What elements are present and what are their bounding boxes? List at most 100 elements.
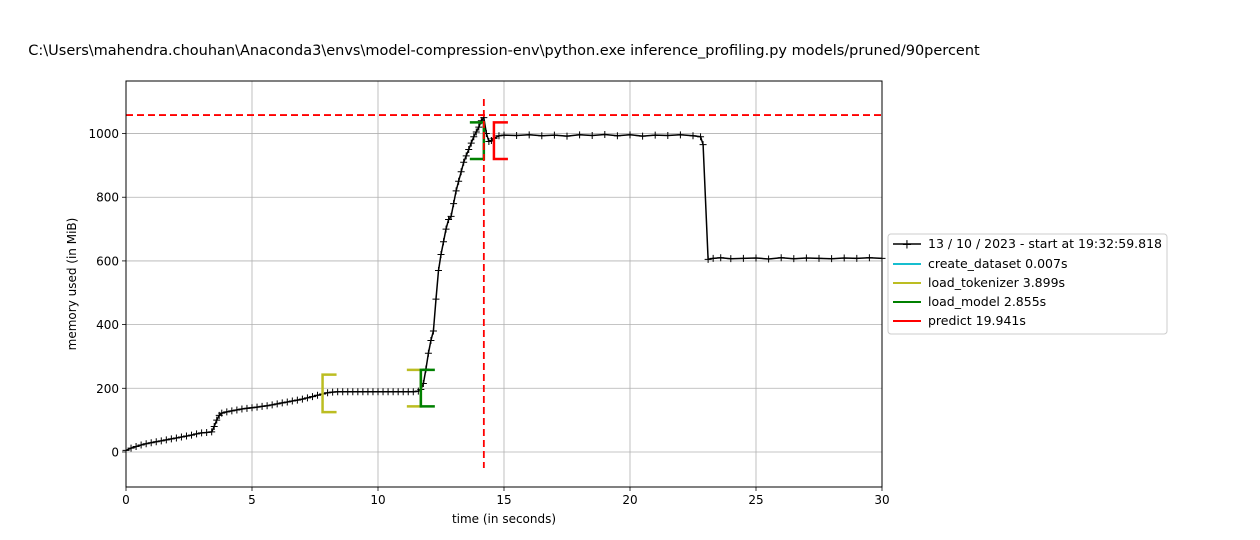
memory-point (626, 131, 634, 139)
load-tokenizer-start-bracket (321, 373, 337, 414)
memory-point (228, 407, 236, 415)
memory-point (293, 396, 301, 404)
memory-point (283, 398, 291, 406)
memory-point (288, 397, 296, 405)
memory-point (639, 132, 647, 140)
memory-point (588, 131, 596, 139)
x-axis-label: time (in seconds) (452, 512, 556, 526)
memory-point (576, 131, 584, 139)
load-model-end-bracket (469, 121, 486, 161)
memory-point (243, 404, 251, 412)
memory-point (447, 212, 455, 220)
memory-point (193, 430, 201, 438)
memory-point (303, 394, 311, 402)
memory-point (460, 158, 468, 166)
legend-label-predict: predict 19.941s (928, 313, 1026, 328)
memory-point (427, 337, 435, 345)
memory-point (188, 431, 196, 439)
x-tick-label: 15 (496, 493, 511, 507)
memory-point (651, 131, 659, 139)
memory-point (440, 238, 448, 246)
memory-point (840, 254, 848, 262)
memory-point (409, 388, 417, 396)
memory-point (437, 251, 445, 259)
memory-point (676, 131, 684, 139)
grid-lines (125, 81, 883, 487)
memory-point (765, 255, 773, 263)
memory-point (278, 399, 286, 407)
memory-point (601, 130, 609, 138)
memory-point (717, 254, 725, 262)
memory-point (182, 432, 190, 440)
memory-point (308, 393, 316, 401)
memory-point (162, 436, 170, 444)
legend-label-load-tokenizer: load_tokenizer 3.899s (928, 275, 1065, 290)
memory-point (664, 131, 672, 139)
memory-point (470, 133, 478, 141)
memory-point (563, 132, 571, 140)
memory-point (462, 152, 470, 160)
y-tick-label: 200 (96, 382, 119, 396)
memory-point (442, 225, 450, 233)
memory-point (752, 254, 760, 262)
chart-title: C:\Users\mahendra.chouhan\Anaconda3\envs… (28, 43, 980, 59)
memory-point (802, 254, 810, 262)
load-model-start-bracket (419, 368, 435, 408)
x-tick-label: 10 (370, 493, 385, 507)
x-tick-label: 25 (748, 493, 763, 507)
memory-point (432, 295, 440, 303)
y-tick-label: 400 (96, 318, 119, 332)
predict-start-bracket (492, 121, 508, 161)
memory-point (233, 406, 241, 414)
memory-point (699, 141, 707, 149)
memory-point (147, 439, 155, 447)
memory-point (132, 443, 140, 451)
memory-point (467, 139, 475, 147)
memory-point (248, 404, 256, 412)
memory-point (450, 200, 458, 208)
memory-point (452, 187, 460, 195)
memory-point (525, 131, 533, 139)
legend-label-load-model: load_model 2.855s (928, 294, 1046, 309)
memory-point (865, 254, 873, 262)
memory-point (472, 128, 480, 136)
memory-point (475, 123, 483, 131)
memory-point (538, 132, 546, 140)
axis-ticks: 0 5 10 15 20 25 30 0 200 400 600 800 1000 (88, 127, 889, 507)
legend-frame (887, 233, 1168, 335)
x-tick-label: 20 (622, 493, 637, 507)
memory-point (550, 131, 558, 139)
memory-point (127, 444, 135, 452)
memory-point (238, 405, 246, 413)
memory-point (853, 254, 861, 262)
y-tick-label: 800 (96, 191, 119, 205)
y-tick-label: 1000 (88, 127, 119, 141)
memory-point (455, 177, 463, 185)
memory-point (434, 266, 442, 274)
memory-point (727, 255, 735, 263)
memory-point (210, 422, 218, 430)
y-tick-label: 600 (96, 254, 119, 268)
memory-point (157, 437, 165, 445)
legend-marker-memory: + (902, 238, 913, 253)
memory-point (828, 255, 836, 263)
x-tick-label: 0 (122, 493, 130, 507)
legend-label-create-dataset: create_dataset 0.007s (928, 256, 1067, 271)
memory-point (273, 400, 281, 408)
memory-point (613, 132, 621, 140)
memory-point (704, 255, 712, 263)
x-tick-label: 5 (248, 493, 256, 507)
memory-point (152, 438, 160, 446)
legend: + 13 / 10 / 2023 - start at 19:32:59.818… (887, 233, 1168, 335)
memory-point (258, 402, 266, 410)
series-layer (122, 99, 886, 468)
x-tick-label: 30 (874, 493, 889, 507)
memory-point (223, 408, 231, 416)
memory-point (739, 254, 747, 262)
memory-point (172, 434, 180, 442)
memory-point (500, 131, 508, 139)
memory-point (689, 132, 697, 140)
y-axis-label: memory used (in MiB) (65, 218, 79, 351)
memory-point (709, 254, 717, 262)
